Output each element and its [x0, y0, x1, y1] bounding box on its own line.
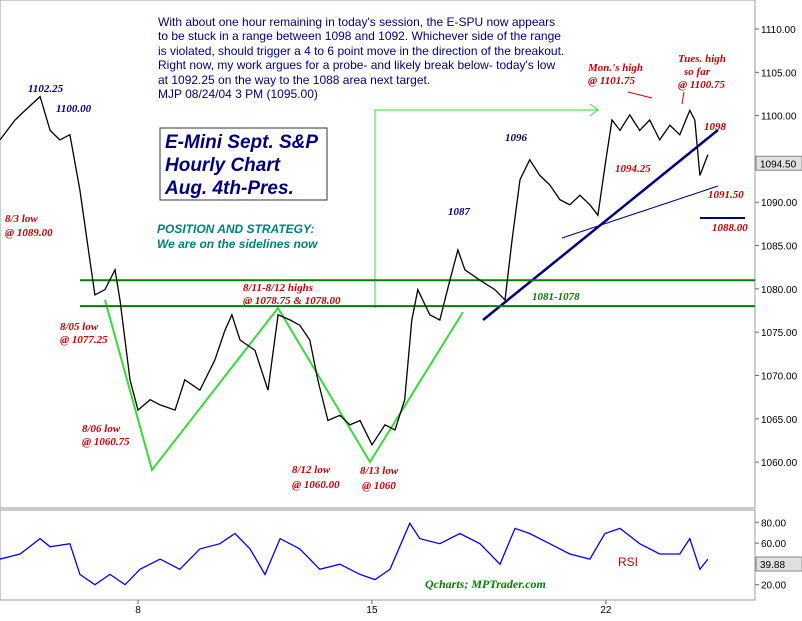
annotation: 1087	[448, 206, 471, 218]
annotation: Tues. high	[678, 53, 726, 65]
annotation: 1102.25	[28, 83, 64, 95]
trend-line	[561, 185, 719, 239]
annotation: 1094.25	[615, 163, 651, 175]
annotation: @ 1100.75	[678, 79, 726, 91]
title-box	[159, 127, 328, 201]
note-line: is violated, should trigger a 4 to 6 poi…	[158, 44, 564, 58]
strategy-line: We are on the sidelines now	[157, 237, 318, 251]
y-tick-label: 1060.00	[761, 458, 798, 469]
pointer	[627, 91, 653, 99]
annotation: @ 1060.75	[82, 436, 130, 448]
annotation: 8/05 low	[60, 321, 99, 333]
annotation: 8/06 low	[82, 423, 121, 435]
y-tick-label: 1105.00	[761, 68, 797, 79]
annotations: 1102.25 1100.00 8/3 low @ 1089.00 8/05 l…	[5, 53, 748, 492]
y-tick-label: 1090.00	[761, 198, 798, 209]
annotation: 8/11-8/12 highs	[243, 282, 313, 294]
annotation: 1081-1078	[532, 291, 580, 303]
annotation: 1100.00	[56, 103, 92, 115]
last-value-label: 39.88	[760, 560, 785, 571]
y-tick-label: 80.00	[761, 518, 786, 529]
last-value-label: 1094.50	[760, 159, 797, 170]
annotation: so far	[683, 66, 711, 78]
last-value-tag	[755, 155, 802, 171]
annotation: @ 1089.00	[5, 227, 53, 239]
y-tick-label: 1065.00	[761, 415, 798, 426]
title-line: E-Mini Sept. S&P	[165, 132, 318, 153]
price-panel	[0, 0, 756, 509]
annotation: 1088.00	[712, 222, 748, 234]
annotation: 8/12 low	[292, 464, 331, 476]
y-tick-label: 1085.00	[761, 242, 798, 253]
target-arrow	[374, 109, 598, 308]
note-line: at 1092.25 on the way to the 1088 area n…	[158, 73, 430, 87]
annotation: @ 1060	[362, 480, 396, 492]
y-tick-label: 1070.00	[761, 371, 798, 382]
y-tick-label: 60.00	[761, 539, 786, 550]
note-line: With about one hour remaining in today's…	[158, 15, 555, 29]
annotation: @ 1101.75	[588, 75, 636, 87]
note-line: to be stuck in a range between 1098 and …	[158, 29, 561, 43]
annotation: 1098	[704, 121, 727, 133]
title-line: Hourly Chart	[165, 155, 281, 176]
price-line	[0, 95, 709, 447]
source: Qcharts; MPTrader.com	[425, 577, 546, 591]
y-tick-label: 1110.00	[761, 25, 796, 36]
annotation: Mon.'s high	[587, 62, 643, 74]
note-line: MJP 08/24/04 3 PM (1095.00)	[158, 87, 318, 101]
strategy-line: POSITION AND STRATEGY:	[157, 222, 314, 236]
annotation: 1096	[505, 132, 528, 144]
price-line	[0, 521, 709, 586]
title-line: Aug. 4th-Pres.	[164, 178, 294, 199]
x-tick-label: 22	[600, 605, 612, 616]
annotation: @ 1078.75 & 1078.00	[243, 295, 341, 307]
annotation: 1091.50	[708, 189, 744, 201]
y-tick-label: 1100.00	[761, 112, 797, 123]
y-tick-label: 1080.00	[761, 285, 798, 296]
last-value-tag	[755, 556, 802, 572]
rsi-label: RSI	[618, 555, 638, 569]
annotation: 8/13 low	[360, 465, 399, 477]
note-line: Right now, my work argues for a probe- a…	[158, 58, 555, 72]
x-tick-label: 8	[135, 605, 141, 616]
x-tick-label: 15	[366, 605, 378, 616]
rsi-panel	[0, 509, 756, 601]
y-tick-label: 20.00	[761, 581, 786, 592]
notes: With about one hour remaining in today's…	[158, 15, 564, 101]
pointer	[681, 91, 685, 105]
annotation: 8/3 low	[5, 213, 38, 225]
y-tick-label: 1075.00	[761, 328, 798, 339]
annotation: @ 1077.25	[60, 334, 108, 346]
arrow-head	[589, 103, 599, 117]
annotation: @ 1060.00	[292, 479, 340, 491]
